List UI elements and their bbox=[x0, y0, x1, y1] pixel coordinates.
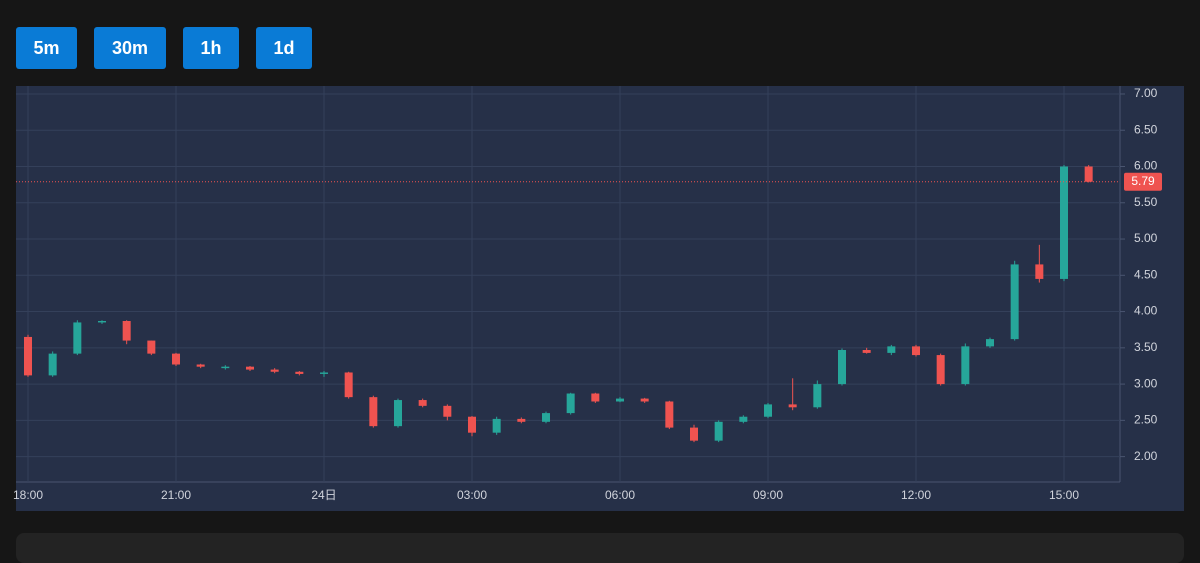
x-tick-label: 06:00 bbox=[605, 488, 635, 502]
candle-body bbox=[566, 393, 575, 414]
x-tick-label: 21:00 bbox=[161, 488, 191, 502]
candle-body bbox=[246, 366, 254, 370]
candle-body bbox=[295, 371, 304, 374]
candle-body bbox=[418, 400, 427, 406]
candle-body bbox=[147, 340, 156, 354]
candle-body bbox=[1035, 264, 1044, 279]
interval-button[interactable]: 1d bbox=[256, 27, 312, 69]
y-tick-label: 7.00 bbox=[1134, 86, 1158, 100]
candle-body bbox=[196, 364, 205, 367]
candle-body bbox=[813, 384, 822, 408]
y-tick-label: 6.50 bbox=[1134, 122, 1158, 136]
candle-body bbox=[270, 369, 279, 372]
y-tick-label: 5.00 bbox=[1134, 231, 1158, 245]
candle-body bbox=[24, 336, 32, 376]
chart-background bbox=[16, 86, 1184, 511]
candle-body bbox=[320, 372, 328, 374]
y-tick-label: 2.50 bbox=[1134, 413, 1158, 427]
y-tick-label: 5.50 bbox=[1134, 195, 1158, 209]
candle-body bbox=[690, 427, 698, 441]
y-tick-label: 4.50 bbox=[1134, 267, 1158, 281]
candle-body bbox=[1060, 166, 1068, 279]
candle-body bbox=[838, 350, 846, 385]
candle-body bbox=[122, 320, 131, 341]
candle-body bbox=[739, 416, 748, 422]
candle-body bbox=[1084, 166, 1093, 182]
candle-body bbox=[1010, 264, 1019, 340]
candle-body bbox=[517, 418, 526, 422]
x-tick-label: 12:00 bbox=[901, 488, 931, 502]
interval-button[interactable]: 30m bbox=[94, 27, 166, 69]
x-tick-label: 03:00 bbox=[457, 488, 487, 502]
candle-body bbox=[48, 353, 57, 376]
y-tick-label: 3.50 bbox=[1134, 340, 1158, 354]
candle-body bbox=[986, 339, 994, 347]
candle-body bbox=[443, 405, 452, 417]
candle-body bbox=[665, 401, 674, 428]
y-tick-label: 2.00 bbox=[1134, 449, 1158, 463]
candle-body bbox=[912, 346, 920, 356]
candle-body bbox=[862, 350, 871, 353]
candle-body bbox=[714, 421, 723, 441]
candle-body bbox=[394, 400, 402, 427]
candle-body bbox=[98, 320, 106, 323]
y-tick-label: 3.00 bbox=[1134, 376, 1158, 390]
y-tick-label: 4.00 bbox=[1134, 304, 1158, 318]
interval-button[interactable]: 5m bbox=[16, 27, 77, 69]
x-tick-label: 24日 bbox=[311, 488, 336, 502]
candle-body bbox=[788, 404, 797, 408]
chart: 7.00 6.50 6.00 5.50 5.00 4.50 4.00 3.50 3.00 2.50… bbox=[13, 86, 1184, 511]
x-tick-label: 09:00 bbox=[753, 488, 783, 502]
candle-body bbox=[640, 398, 649, 402]
x-tick-label: 15:00 bbox=[1049, 488, 1079, 502]
candle-body bbox=[221, 366, 230, 369]
candle-body bbox=[369, 397, 378, 427]
candle-body bbox=[887, 346, 896, 353]
candle-body bbox=[172, 353, 180, 365]
candle-body bbox=[764, 404, 772, 417]
page: 5m 30m 1h 1d 7.00 6.50 6.00 5.50 5.00 4.50 4.00 3.… bbox=[12, 27, 1184, 563]
x-tick-label: 18:00 bbox=[13, 488, 43, 502]
candle-body bbox=[936, 355, 945, 385]
candle-body bbox=[591, 393, 600, 402]
y-tick-label: 6.00 bbox=[1134, 159, 1158, 173]
last-price-badge bbox=[1124, 172, 1162, 191]
candle-body bbox=[73, 322, 82, 354]
interval-button[interactable]: 1h bbox=[183, 27, 239, 69]
candle-body bbox=[468, 416, 476, 433]
candle-body bbox=[961, 346, 970, 385]
bottom-panel bbox=[16, 533, 1184, 563]
candle-body bbox=[616, 398, 624, 402]
candle-body bbox=[344, 372, 353, 398]
candle-body bbox=[542, 413, 550, 422]
candle-body bbox=[492, 418, 501, 433]
last-price-label: 5.79 bbox=[1131, 174, 1155, 188]
